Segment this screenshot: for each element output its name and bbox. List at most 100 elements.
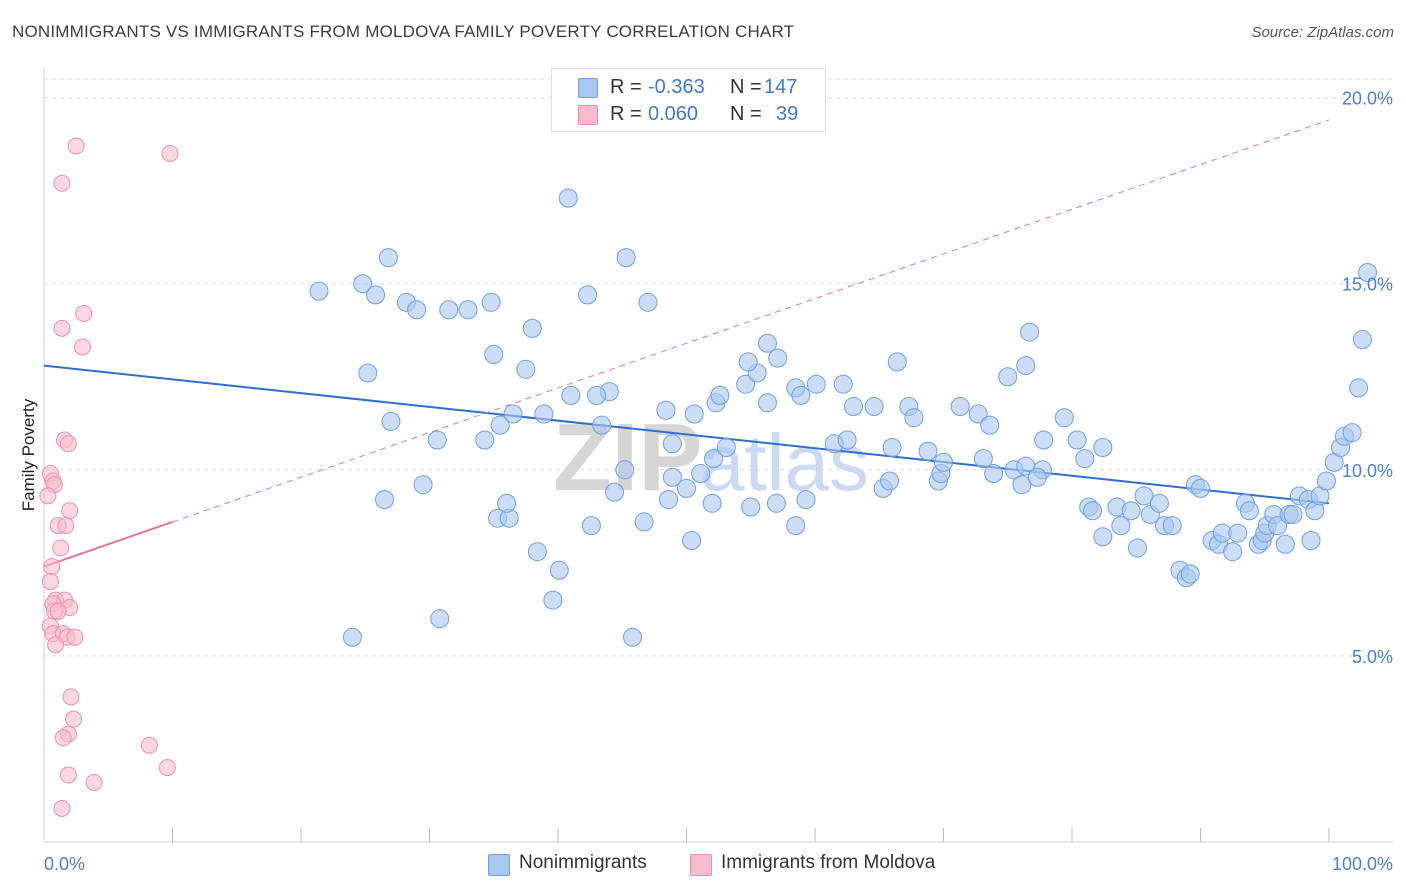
data-point-nonimmigrants <box>1342 423 1362 443</box>
data-point-nonimmigrants <box>430 609 450 629</box>
data-point-moldova <box>158 759 176 777</box>
data-point-moldova <box>74 338 92 356</box>
bottom-legend-swatch-blue <box>488 854 510 876</box>
data-point-nonimmigrants <box>1083 501 1103 521</box>
data-point-nonimmigrants <box>682 531 702 551</box>
data-point-nonimmigrants <box>366 285 386 305</box>
data-point-moldova <box>54 729 72 747</box>
data-point-moldova <box>43 558 61 576</box>
data-point-nonimmigrants <box>375 490 395 510</box>
data-point-moldova <box>49 602 67 620</box>
data-point-nonimmigrants <box>1034 430 1054 450</box>
y-tick-labels: 5.0% 10.0% 15.0% 20.0% <box>1342 89 1393 667</box>
data-point-nonimmigrants <box>980 415 1000 435</box>
bottom-legend-label: Nonimmigrants <box>519 852 647 873</box>
points-nonimmigrants <box>309 188 1378 647</box>
data-point-nonimmigrants <box>481 292 501 312</box>
data-point-nonimmigrants <box>623 627 643 647</box>
y-tick-label: 15.0% <box>1342 275 1393 295</box>
data-point-nonimmigrants <box>516 359 536 379</box>
data-point-moldova <box>65 710 83 728</box>
data-point-nonimmigrants <box>968 404 988 424</box>
data-point-nonimmigrants <box>904 408 924 428</box>
data-point-moldova <box>53 319 71 337</box>
data-point-nonimmigrants <box>615 460 635 480</box>
data-point-nonimmigrants <box>1054 408 1074 428</box>
data-point-moldova <box>59 766 77 784</box>
data-point-nonimmigrants <box>786 516 806 536</box>
data-point-moldova <box>85 773 103 791</box>
trend-lines <box>43 119 1330 568</box>
data-point-nonimmigrants <box>549 560 569 580</box>
data-point-moldova <box>62 688 80 706</box>
data-point-nonimmigrants <box>1223 542 1243 562</box>
legend-row-nonimmigrants: R = -0.363 N = 147 <box>552 74 825 100</box>
axes <box>43 68 1393 843</box>
data-point-nonimmigrants <box>413 475 433 495</box>
data-point-nonimmigrants <box>497 493 517 513</box>
data-point-nonimmigrants <box>503 404 523 424</box>
data-point-nonimmigrants <box>1134 486 1154 506</box>
data-point-nonimmigrants <box>880 471 900 491</box>
points-moldova <box>39 137 179 818</box>
legend-n-value: 39 <box>776 103 799 125</box>
data-point-nonimmigrants <box>806 374 826 394</box>
data-point-nonimmigrants <box>1349 378 1369 398</box>
y-axis-label: Family Poverty <box>19 398 38 511</box>
data-point-nonimmigrants <box>1268 516 1288 536</box>
legend-r-value: -0.363 <box>648 76 705 98</box>
data-point-nonimmigrants <box>1228 523 1248 543</box>
data-point-nonimmigrants <box>1121 501 1141 521</box>
data-point-nonimmigrants <box>353 274 373 294</box>
data-point-nonimmigrants <box>578 285 598 305</box>
data-point-nonimmigrants <box>833 374 853 394</box>
data-point-nonimmigrants <box>844 397 864 417</box>
data-point-nonimmigrants <box>1239 501 1259 521</box>
bottom-legend-swatch-pink <box>690 854 712 876</box>
data-point-nonimmigrants <box>791 385 811 405</box>
data-point-nonimmigrants <box>659 490 679 510</box>
data-point-nonimmigrants <box>677 478 696 498</box>
data-point-nonimmigrants <box>490 415 510 435</box>
data-point-moldova <box>52 539 70 557</box>
legend-r-value: 0.060 <box>648 103 699 125</box>
data-point-nonimmigrants <box>427 430 447 450</box>
data-point-moldova <box>66 628 84 646</box>
data-point-moldova <box>75 304 93 322</box>
data-point-nonimmigrants <box>1075 449 1095 469</box>
data-point-nonimmigrants <box>984 464 1004 484</box>
data-point-nonimmigrants <box>1016 356 1036 376</box>
data-point-moldova <box>57 517 75 535</box>
watermark-atlas: atlas <box>700 418 869 507</box>
data-point-nonimmigrants <box>757 333 777 353</box>
legend-r-label: R = <box>610 103 642 125</box>
data-point-moldova <box>53 800 71 818</box>
data-point-nonimmigrants <box>587 385 607 405</box>
data-point-nonimmigrants <box>581 516 601 536</box>
data-point-moldova <box>53 174 71 192</box>
data-point-nonimmigrants <box>592 415 612 435</box>
data-point-nonimmigrants <box>527 542 547 562</box>
data-point-nonimmigrants <box>561 385 581 405</box>
data-point-nonimmigrants <box>1020 322 1040 342</box>
x-tick-label-max: 100.0% <box>1332 854 1393 874</box>
data-point-nonimmigrants <box>534 404 554 424</box>
data-point-moldova <box>59 435 77 453</box>
data-point-nonimmigrants <box>973 449 993 469</box>
data-point-nonimmigrants <box>605 482 625 502</box>
data-point-nonimmigrants <box>757 393 777 413</box>
legend-n-label: N = <box>730 76 762 98</box>
data-point-nonimmigrants <box>1191 478 1210 498</box>
data-point-nonimmigrants <box>1358 263 1378 283</box>
legend-n-label: N = <box>730 103 762 125</box>
data-point-nonimmigrants <box>656 400 676 420</box>
chart-title: NONIMMIGRANTS VS IMMIGRANTS FROM MOLDOVA… <box>12 22 795 41</box>
data-point-nonimmigrants <box>381 411 401 431</box>
data-point-nonimmigrants <box>684 404 704 424</box>
data-point-nonimmigrants <box>1301 531 1321 551</box>
data-point-nonimmigrants <box>309 281 329 301</box>
data-point-nonimmigrants <box>1180 564 1200 584</box>
data-point-nonimmigrants <box>662 434 682 454</box>
legend-r-label: R = <box>610 76 642 98</box>
